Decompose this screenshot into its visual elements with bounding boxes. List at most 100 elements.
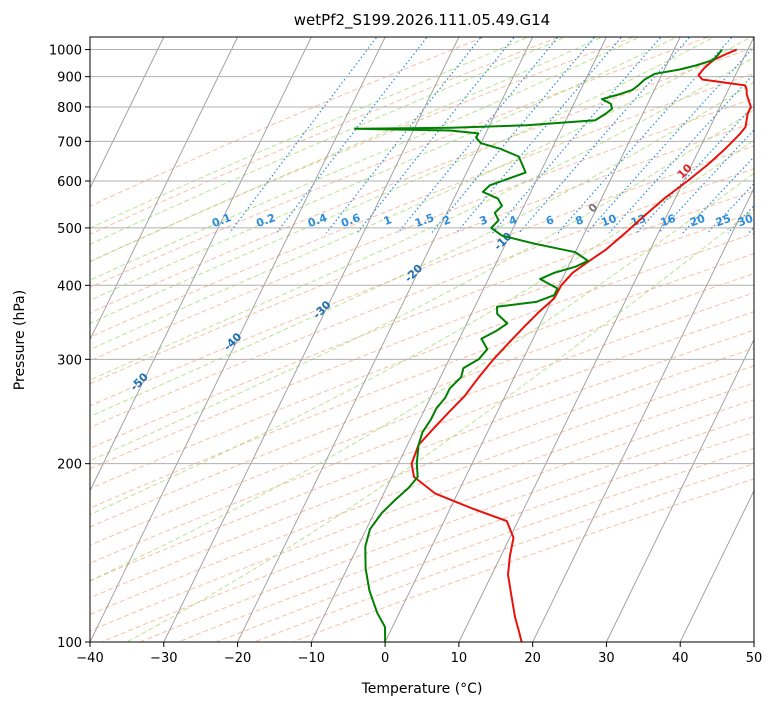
mixing-ratio-label: 3 [478,213,490,228]
isotherm-line [90,37,165,190]
dry-adiabat-line [90,190,754,449]
mixing-ratio-label: 30 [736,212,755,230]
x-tick-label: −20 [224,651,251,666]
dry-adiabat-line [100,399,754,642]
mixing-ratio-line [557,37,733,234]
moist-adiabat-line [90,37,715,324]
moist-adiabat-line [90,56,754,381]
mixing-ratio-label: 2 [441,213,453,228]
dry-adiabat-line [90,365,754,616]
isotherm-line [90,37,239,341]
y-tick-label: 200 [57,458,82,473]
dry-adiabat-line [90,145,754,407]
x-tick-label: −40 [76,651,103,666]
dry-adiabat-line [90,211,754,470]
dry-adiabat-line [90,121,754,385]
moist-adiabat-line [90,139,754,516]
dry-adiabat-line [90,273,754,528]
moist-adiabat-line [90,37,604,263]
mixing-ratio-label: 25 [714,212,733,229]
isotherm-line [753,640,754,642]
isotherm-label: -60 [29,421,52,444]
isotherm-line [605,338,754,642]
x-tick-label: 50 [746,651,763,666]
plot-frame [89,36,755,643]
mixing-ratio-label: 4 [507,213,519,228]
isotherm-label: -30 [310,298,333,321]
mixing-ratio-line [518,37,691,234]
mixing-ratio-line [431,37,596,234]
y-tick-label: 600 [57,175,82,190]
x-tick-label: 10 [451,651,468,666]
dry-adiabat-line [90,97,754,362]
isotherm-line [458,37,754,642]
mixing-ratio-label: 8 [574,213,586,228]
mixing-ratio-line [229,37,378,234]
isotherm-line [384,37,681,642]
x-axis: −40 −30 −20 −10 0 10 20 30 40 50 [76,642,762,666]
isotherm-label: 20 [763,130,775,150]
dry-adiabat-line [90,382,754,632]
mixing-ratio-line [325,37,482,234]
y-tick-label: 1000 [49,44,82,59]
mixing-ratio-line [356,37,516,234]
mixing-ratio-line [727,204,754,234]
isotherm-line [90,37,312,492]
x-axis-label: Temperature (°C) [361,681,483,697]
moist-adiabat-line [90,37,752,351]
x-tick-label: 0 [381,651,389,666]
moist-adiabat-line [90,81,754,418]
isotherm-label: -40 [221,330,244,353]
mixing-ratio-label: 0.4 [306,211,329,230]
dry-adiabat-line [90,37,636,262]
y-tick-label: 500 [57,222,82,237]
dry-adiabat-line [90,292,754,546]
dry-adiabat-line [90,168,754,429]
y-axis-label: Pressure (hPa) [12,290,28,390]
mixing-ratio-label: 0.6 [339,211,362,230]
mixing-ratio-labels: 0.1 0.2 0.4 0.6 1 1.5 2 3 4 6 8 10 13 16 20 25 30 [210,211,755,230]
background-lines [90,37,754,642]
y-tick-label: 400 [57,279,82,294]
mixing-ratio-label: 6 [544,213,556,228]
y-tick-label: 800 [57,101,82,116]
mixing-ratio-label: 20 [688,212,707,230]
mixing-ratio-line [706,182,754,234]
isotherm-label: -20 [402,262,425,285]
mixing-ratio-line [585,46,754,234]
isotherm-line [90,37,386,642]
moist-adiabat-line [90,37,567,246]
moist-adiabat-line [90,37,641,281]
isotherm-line [237,37,534,642]
moist-adiabat-line [90,172,754,582]
mixing-ratio-label: 0.1 [210,211,233,230]
isotherm-line [532,187,754,642]
dry-adiabat-line [291,478,754,642]
mixing-ratio-label: 0.2 [254,211,277,230]
dry-adiabat-line [90,46,754,314]
isotherm-line [310,37,607,642]
profile-lines [354,48,752,642]
dry-adiabat-line [90,329,754,582]
mixing-ratio-label: 10 [600,212,619,230]
mixing-ratio-line [455,37,623,234]
y-tick-label: 700 [57,135,82,150]
temperature-line [410,48,752,642]
dry-adiabat-line [90,232,754,490]
y-tick-label: 900 [57,71,82,86]
mixing-ratio-label: 1.5 [413,211,436,230]
moist-adiabat-line [90,109,754,462]
isotherm-line [679,489,754,642]
x-tick-label: −30 [150,651,177,666]
pressure-grid [90,49,754,642]
chart-title: wetPf2_S199.2026.111.05.49.G14 [294,11,550,30]
y-axis: 100 200 300 400 500 600 700 800 900 1000 [49,44,90,651]
mixing-ratio-line [397,37,559,234]
isotherm-label: -10 [491,229,514,252]
moist-adiabat-line [90,37,678,302]
x-tick-label: 40 [672,651,689,666]
dry-adiabat-line [90,347,754,599]
isotherm-label: -50 [128,370,151,393]
isotherm-line [163,37,460,642]
